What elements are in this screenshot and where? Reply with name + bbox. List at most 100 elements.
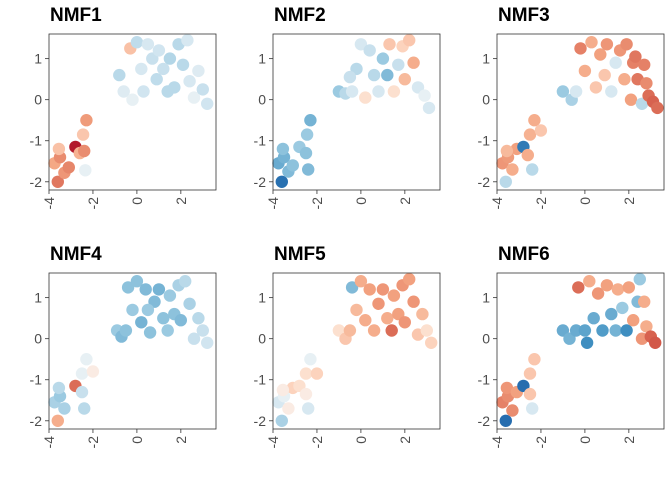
data-point [392, 58, 405, 71]
points [496, 36, 664, 188]
panel-title: NMF3 [498, 5, 550, 26]
x-tick-label: 2 [621, 436, 637, 444]
data-point [528, 114, 541, 127]
data-point [572, 281, 585, 294]
data-point [302, 402, 315, 415]
data-point [523, 387, 537, 401]
data-point [624, 93, 638, 106]
data-point [58, 402, 71, 415]
data-point [299, 146, 313, 160]
y-tick-label: -2 [478, 413, 491, 429]
data-point [201, 336, 214, 349]
y-tick-label: -2 [30, 174, 43, 190]
data-point [275, 175, 288, 188]
data-point [179, 275, 192, 288]
data-point [618, 73, 631, 86]
data-point [629, 50, 642, 63]
points [272, 34, 436, 188]
x-tick-label: -2 [309, 436, 325, 449]
data-point [345, 281, 359, 294]
data-point [187, 332, 201, 345]
data-point [299, 367, 313, 380]
y-tick-label: 1 [34, 290, 42, 306]
y-tick-label: 0 [482, 331, 490, 347]
data-point [422, 101, 436, 115]
data-point [569, 85, 583, 98]
data-point [367, 68, 381, 82]
panel-title: NMF1 [50, 5, 102, 26]
data-point [596, 324, 609, 337]
data-point [523, 367, 537, 380]
data-point [585, 36, 598, 49]
x-tick-label: -4 [265, 436, 281, 449]
data-point [420, 324, 433, 337]
data-point [627, 314, 640, 327]
y-tick-label: -1 [478, 133, 491, 149]
x-tick-label: -2 [85, 197, 101, 210]
panel-nmf5: NMF5 -2 -1 0 1 -4 -2 0 2 [254, 244, 441, 449]
y-tick-label: -1 [30, 372, 43, 388]
data-point [135, 316, 148, 329]
data-point [591, 287, 605, 300]
data-point [161, 324, 174, 337]
plot-frame [48, 33, 217, 191]
data-point [416, 307, 429, 321]
data-point [587, 312, 600, 325]
y-tick-label: 0 [258, 331, 266, 347]
data-point [157, 312, 170, 325]
plot-frame [272, 272, 441, 430]
data-point [152, 44, 166, 57]
data-point [578, 64, 592, 78]
x-tick-label: 2 [397, 436, 413, 444]
data-point [196, 324, 209, 337]
data-point [192, 64, 205, 78]
data-point [363, 283, 376, 296]
data-point [616, 301, 629, 315]
data-point [130, 275, 144, 288]
data-point [137, 85, 150, 98]
data-point [183, 297, 196, 310]
data-point [381, 312, 394, 325]
y-tick-label: -2 [254, 413, 267, 429]
data-point [403, 273, 416, 286]
y-tick-label: 1 [258, 51, 266, 67]
data-point [276, 142, 290, 156]
data-point [594, 48, 607, 61]
data-point [528, 353, 541, 366]
data-point [187, 91, 201, 104]
x-tick-label: 0 [577, 436, 593, 444]
data-point [407, 295, 420, 308]
panel-title: NMF4 [50, 244, 102, 265]
data-point [75, 367, 89, 380]
y-tick-label: 1 [34, 51, 42, 67]
plot-frame [272, 33, 441, 191]
y-tick-label: 0 [34, 331, 42, 347]
plot-frame [48, 272, 217, 430]
data-point [383, 38, 396, 51]
data-point [600, 38, 614, 51]
x-tick-label: -2 [309, 197, 325, 210]
points [496, 273, 662, 427]
plot-frame [496, 33, 665, 191]
data-point [534, 124, 548, 137]
data-point [310, 367, 324, 380]
data-point [75, 385, 89, 399]
x-tick-label: 2 [173, 436, 189, 444]
data-point [620, 324, 633, 337]
data-point [609, 56, 622, 69]
data-point [605, 307, 618, 321]
data-point [407, 56, 420, 69]
data-point [139, 283, 152, 296]
y-tick-label: 1 [258, 290, 266, 306]
data-point [499, 175, 512, 188]
data-point [354, 275, 368, 288]
panel-nmf1: NMF1 -2 -1 0 1 -4 -2 0 2 [30, 5, 217, 210]
data-point [521, 148, 534, 162]
points [272, 273, 438, 427]
data-point [403, 34, 416, 47]
x-tick-label: 0 [577, 197, 593, 205]
data-point [345, 85, 359, 98]
data-point [598, 68, 611, 82]
y-tick-label: 1 [482, 51, 490, 67]
